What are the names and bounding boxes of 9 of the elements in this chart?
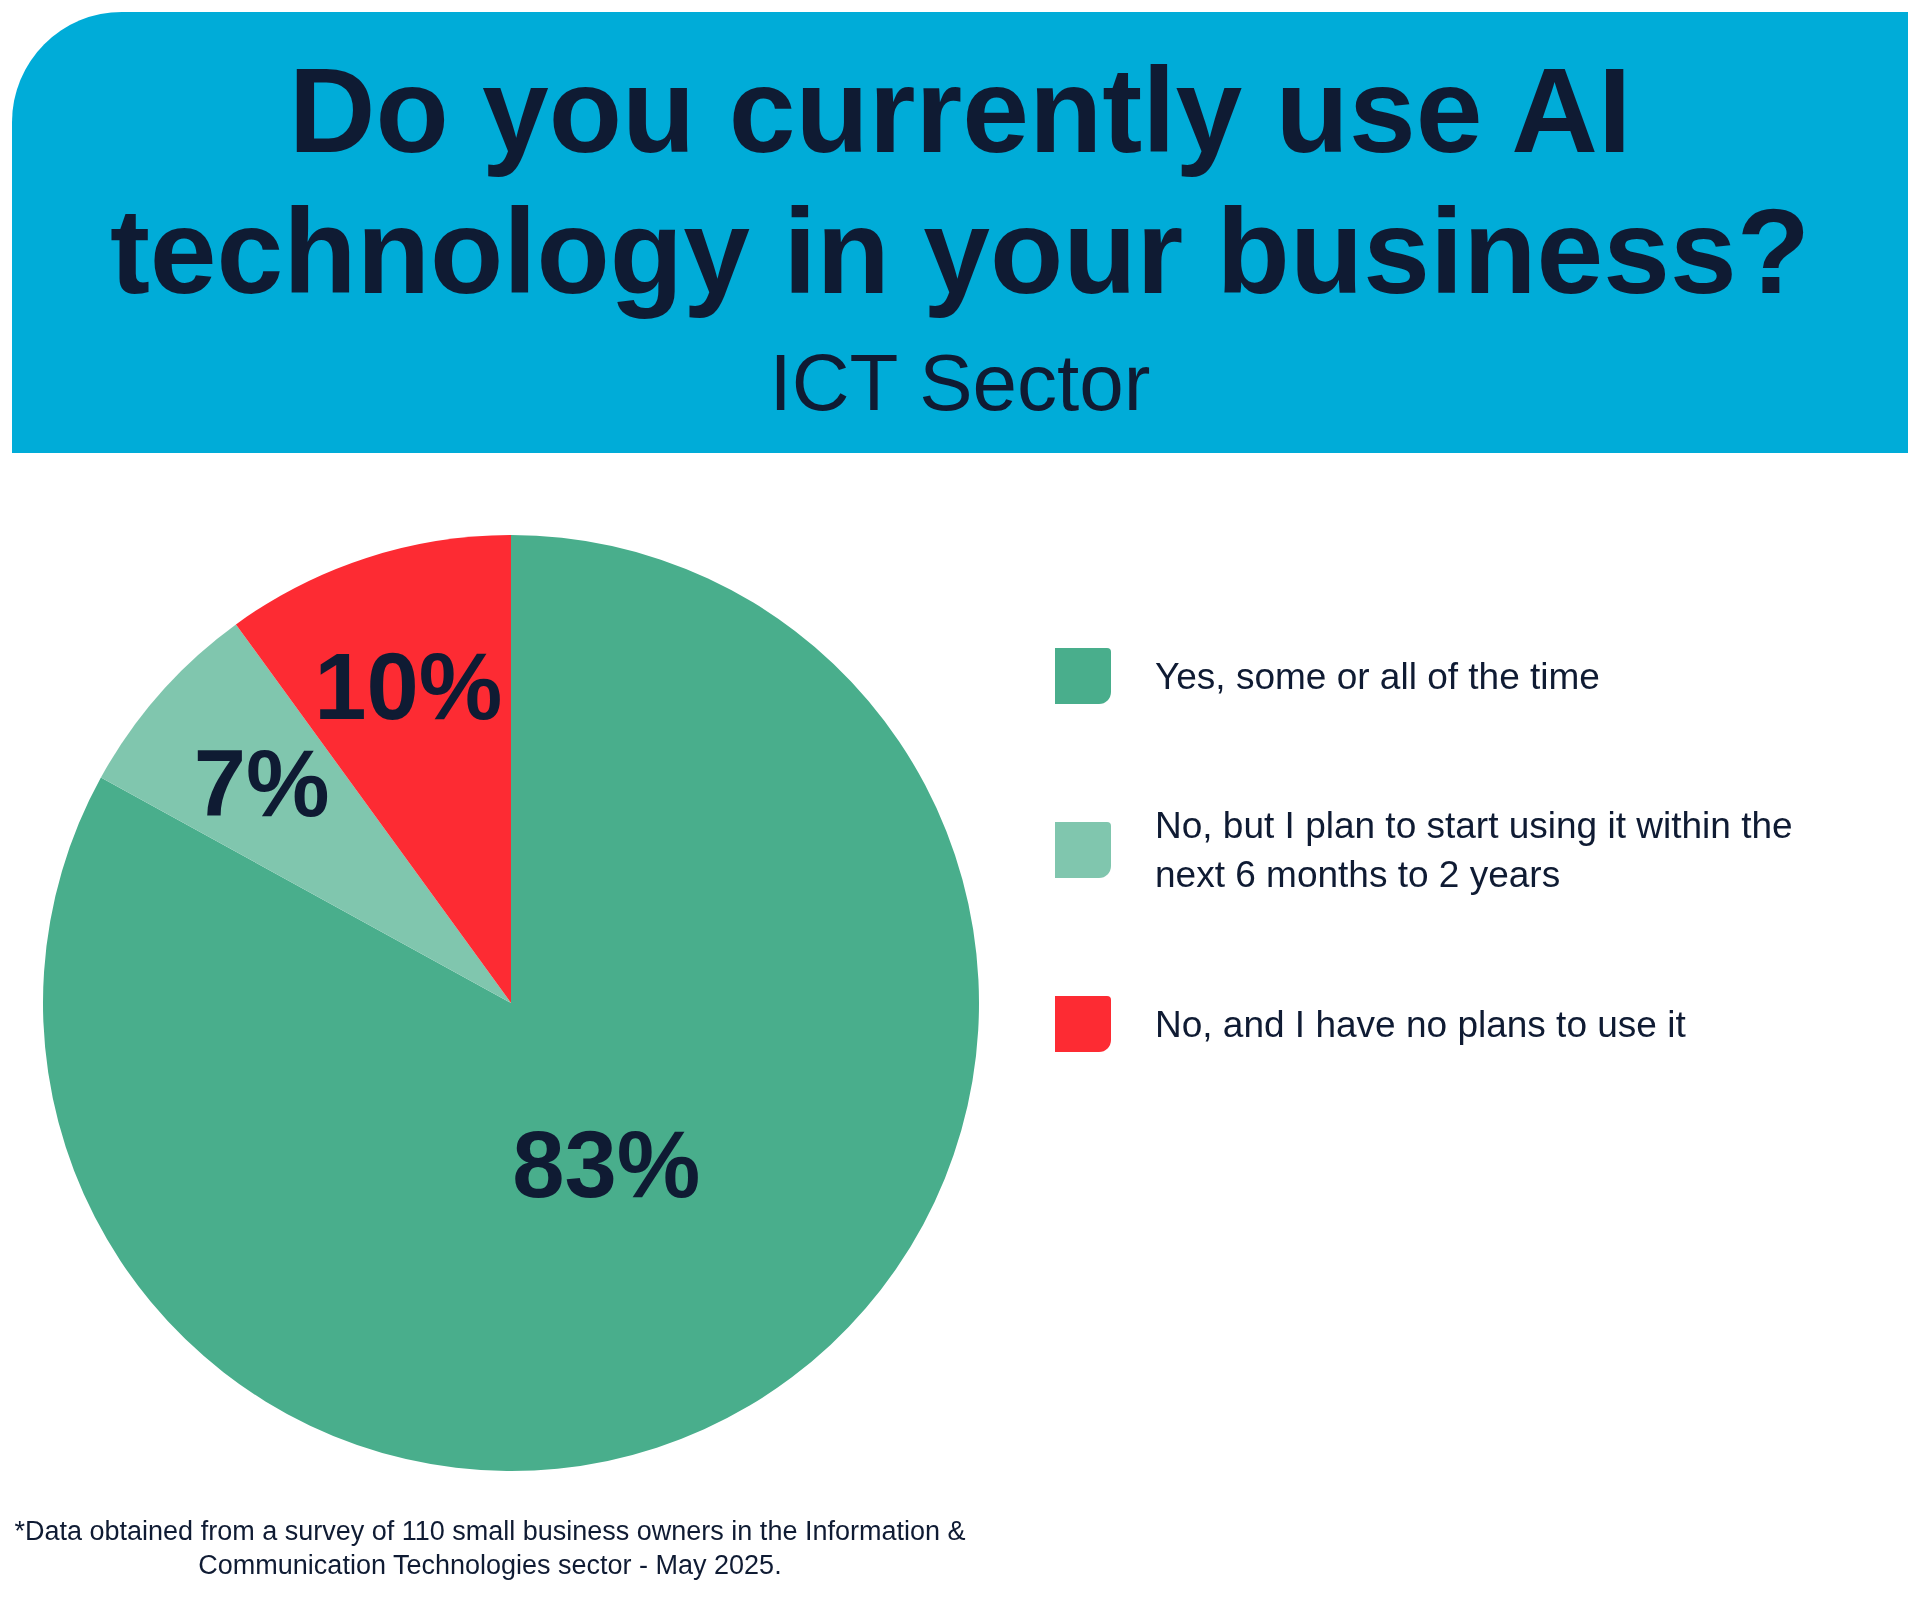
legend-label: Yes, some or all of the time <box>1155 654 1601 699</box>
pie-slice <box>43 535 979 1471</box>
text: *Data obtained from a survey of 110 small business owners in the Information & Communication Technologies sector - May 2025. <box>13 1515 967 1582</box>
chart-subtitle: ICT Sector <box>768 337 1152 429</box>
legend-label: No, and I have no plans to use it <box>1155 1002 1687 1047</box>
data-label: 83% <box>512 1111 701 1217</box>
pie-slice <box>100 624 511 1003</box>
chart-title: Do you currently use AI technology in your business? <box>108 42 1812 321</box>
legend-label: No, but I plan to start using it within the next 6 months to 2 years <box>1155 804 1794 897</box>
